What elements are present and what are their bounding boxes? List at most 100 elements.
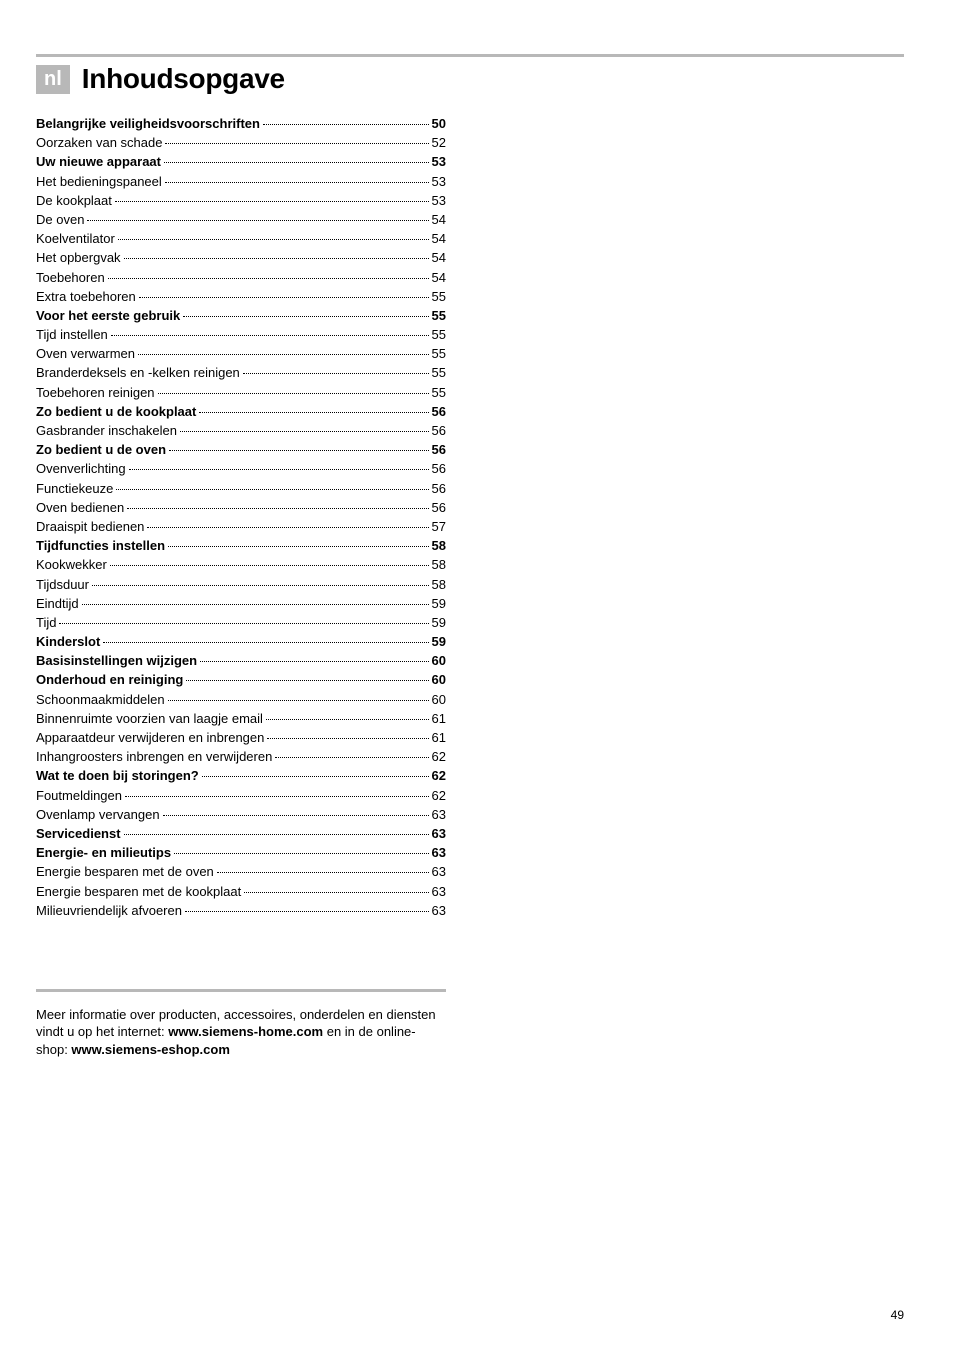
toc-label: Binnenruimte voorzien van laagje email	[36, 712, 263, 725]
toc-label: Tijd instellen	[36, 328, 108, 341]
toc-page-number: 63	[432, 904, 446, 917]
toc-row: Zo bedient u de kookplaat56	[36, 405, 446, 418]
toc-leader-dots	[147, 527, 428, 528]
toc-page-number: 60	[432, 673, 446, 686]
footer-divider	[36, 989, 446, 992]
toc-label: Inhangroosters inbrengen en verwijderen	[36, 750, 272, 763]
toc-row: Het opbergvak54	[36, 251, 446, 264]
toc-page-number: 63	[432, 827, 446, 840]
toc-leader-dots	[110, 565, 429, 566]
toc-label: Energie- en milieutips	[36, 846, 171, 859]
toc-page-number: 56	[432, 462, 446, 475]
toc-leader-dots	[115, 201, 429, 202]
top-rule	[36, 54, 904, 57]
toc-leader-dots	[168, 546, 428, 547]
toc-row: Branderdeksels en -kelken reinigen55	[36, 366, 446, 379]
toc-row: Gasbrander inschakelen56	[36, 424, 446, 437]
toc-label: Schoonmaakmiddelen	[36, 693, 165, 706]
toc-row: Koelventilator 54	[36, 232, 446, 245]
toc-leader-dots	[266, 719, 429, 720]
toc-leader-dots	[185, 911, 429, 912]
toc-leader-dots	[186, 680, 428, 681]
toc-page-number: 56	[432, 405, 446, 418]
toc-row: Energie- en milieutips 63	[36, 846, 446, 859]
toc-row: Tijdfuncties instellen 58	[36, 539, 446, 552]
page-title: Inhoudsopgave	[82, 63, 285, 95]
toc-leader-dots	[164, 162, 429, 163]
page-number: 49	[891, 1308, 904, 1322]
toc-row: Apparaatdeur verwijderen en inbrengen61	[36, 731, 446, 744]
toc-leader-dots	[183, 316, 428, 317]
toc-label: Basisinstellingen wijzigen	[36, 654, 197, 667]
toc-label: Het bedieningspaneel	[36, 175, 162, 188]
toc-leader-dots	[199, 412, 428, 413]
toc-leader-dots	[111, 335, 429, 336]
toc-row: Oven verwarmen55	[36, 347, 446, 360]
toc-leader-dots	[124, 258, 429, 259]
toc-row: Tijd instellen 55	[36, 328, 446, 341]
toc-page-number: 63	[432, 846, 446, 859]
toc-page-number: 54	[432, 232, 446, 245]
toc-leader-dots	[200, 661, 428, 662]
toc-label: Branderdeksels en -kelken reinigen	[36, 366, 240, 379]
toc-leader-dots	[217, 872, 429, 873]
toc-label: Apparaatdeur verwijderen en inbrengen	[36, 731, 264, 744]
toc-page-number: 60	[432, 693, 446, 706]
toc-label: Ovenlamp vervangen	[36, 808, 160, 821]
toc-row: Het bedieningspaneel53	[36, 175, 446, 188]
toc-label: Extra toebehoren	[36, 290, 136, 303]
toc-leader-dots	[108, 278, 429, 279]
toc-page-number: 57	[432, 520, 446, 533]
toc-row: De oven 54	[36, 213, 446, 226]
toc-leader-dots	[168, 700, 429, 701]
toc-row: Onderhoud en reiniging60	[36, 673, 446, 686]
toc-row: Extra toebehoren 55	[36, 290, 446, 303]
toc-label: Ovenverlichting	[36, 462, 126, 475]
toc-row: Zo bedient u de oven56	[36, 443, 446, 456]
toc-leader-dots	[103, 642, 428, 643]
footer-url-1: www.siemens-home.com	[168, 1024, 323, 1039]
toc-label: Kinderslot	[36, 635, 100, 648]
toc-label: Gasbrander inschakelen	[36, 424, 177, 437]
toc-page-number: 59	[432, 635, 446, 648]
toc-row: Inhangroosters inbrengen en verwijderen 6…	[36, 750, 446, 763]
toc-label: Oven bedienen	[36, 501, 124, 514]
toc-leader-dots	[87, 220, 428, 221]
toc-page-number: 54	[432, 271, 446, 284]
toc-leader-dots	[127, 508, 428, 509]
toc-label: Het opbergvak	[36, 251, 121, 264]
toc-page-number: 55	[432, 386, 446, 399]
toc-leader-dots	[125, 796, 429, 797]
toc-leader-dots	[124, 834, 429, 835]
toc-page-number: 55	[432, 347, 446, 360]
toc-label: Tijdsduur	[36, 578, 89, 591]
toc-row: Binnenruimte voorzien van laagje email 61	[36, 712, 446, 725]
toc-label: Tijdfuncties instellen	[36, 539, 165, 552]
footer-info: Meer informatie over producten, accessoi…	[36, 1006, 446, 1059]
toc-leader-dots	[158, 393, 429, 394]
toc-row: Tijd59	[36, 616, 446, 629]
toc-leader-dots	[169, 450, 429, 451]
toc-row: Ovenverlichting 56	[36, 462, 446, 475]
toc-label: De oven	[36, 213, 84, 226]
toc-leader-dots	[129, 469, 429, 470]
toc-page-number: 62	[432, 750, 446, 763]
toc-row: Belangrijke veiligheidsvoorschriften50	[36, 117, 446, 130]
toc-label: Kookwekker	[36, 558, 107, 571]
toc-page-number: 56	[432, 482, 446, 495]
toc-leader-dots	[139, 297, 429, 298]
table-of-contents: Belangrijke veiligheidsvoorschriften50Oo…	[36, 117, 446, 917]
toc-page-number: 54	[432, 213, 446, 226]
toc-page-number: 52	[432, 136, 446, 149]
toc-page-number: 61	[432, 712, 446, 725]
toc-page-number: 55	[432, 290, 446, 303]
toc-label: Servicedienst	[36, 827, 121, 840]
toc-leader-dots	[165, 182, 429, 183]
toc-page-number: 58	[432, 539, 446, 552]
toc-row: Servicedienst 63	[36, 827, 446, 840]
toc-page-number: 55	[432, 328, 446, 341]
toc-row: Wat te doen bij storingen?62	[36, 769, 446, 782]
toc-row: Tijdsduur58	[36, 578, 446, 591]
toc-leader-dots	[118, 239, 429, 240]
toc-label: Koelventilator	[36, 232, 115, 245]
